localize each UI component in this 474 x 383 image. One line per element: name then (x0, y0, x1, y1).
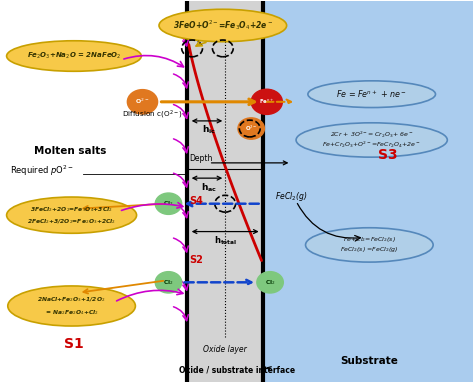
Circle shape (155, 272, 182, 293)
Text: Molten salts: Molten salts (34, 146, 106, 156)
Text: S3: S3 (378, 148, 398, 162)
Text: 3FeCl$_2$+2O$_2$=Fe$_3$O$_4$+3Cl$_2$: 3FeCl$_2$+2O$_2$=Fe$_3$O$_4$+3Cl$_2$ (30, 205, 113, 213)
Ellipse shape (159, 9, 287, 42)
Text: Cl$_2$: Cl$_2$ (163, 278, 174, 287)
Text: O$^{2-}$: O$^{2-}$ (136, 97, 150, 106)
Text: 3FeO+O$^{2-}$=Fe$_3$O$_4$+2e$^-$: 3FeO+O$^{2-}$=Fe$_3$O$_4$+2e$^-$ (173, 18, 273, 33)
Text: Cl$_2$: Cl$_2$ (163, 199, 174, 208)
Text: Fe$^{n+}$: Fe$^{n+}$ (259, 97, 274, 106)
Circle shape (155, 193, 182, 214)
Ellipse shape (8, 286, 136, 326)
Text: FeCl$_2$(s) =FeCl$_2$(g): FeCl$_2$(s) =FeCl$_2$(g) (340, 245, 399, 254)
Text: Substrate: Substrate (340, 356, 398, 366)
Circle shape (257, 272, 283, 293)
Text: $\mathbf{h_{ac}}$: $\mathbf{h_{ac}}$ (201, 181, 217, 194)
Text: Fe+Cl$_2$=FeCl$_2$(s): Fe+Cl$_2$=FeCl$_2$(s) (343, 236, 396, 244)
Text: Fe+Cr$_2$O$_3$+O$^{2-}$=FeCr$_2$O$_4$+2e$^-$: Fe+Cr$_2$O$_3$+O$^{2-}$=FeCr$_2$O$_4$+2e… (322, 140, 421, 150)
Text: S2: S2 (190, 255, 204, 265)
Text: Depth: Depth (190, 154, 213, 163)
Text: O$^{2-}$: O$^{2-}$ (245, 124, 257, 133)
Text: 2NaCl+Fe$_2$O$_3$+1/2O$_2$: 2NaCl+Fe$_2$O$_3$+1/2O$_2$ (37, 295, 106, 303)
Ellipse shape (306, 228, 433, 262)
Bar (0, 1, 187, 382)
Text: Fe$_2$O$_3$+Na$_2$O = 2NaFeO$_2$: Fe$_2$O$_3$+Na$_2$O = 2NaFeO$_2$ (27, 51, 121, 61)
Ellipse shape (7, 41, 141, 71)
Circle shape (238, 118, 264, 139)
Text: 2FeCl$_2$+3/2O$_2$=Fe$_2$O$_3$+2Cl$_2$: 2FeCl$_2$+3/2O$_2$=Fe$_2$O$_3$+2Cl$_2$ (27, 217, 116, 226)
Circle shape (251, 89, 283, 115)
Text: Diffusion c(O$^{2-}$): Diffusion c(O$^{2-}$) (122, 109, 182, 121)
Ellipse shape (308, 81, 436, 108)
Text: = Na$_2$Fe$_2$O$_4$+Cl$_2$: = Na$_2$Fe$_2$O$_4$+Cl$_2$ (45, 308, 99, 317)
Ellipse shape (7, 197, 137, 233)
Text: S4: S4 (190, 196, 204, 206)
Circle shape (128, 90, 157, 114)
Text: $\mathbf{h_{total}}$: $\mathbf{h_{total}}$ (214, 235, 237, 247)
Text: Cl$_2$: Cl$_2$ (265, 278, 275, 287)
Text: $\mathbf{h_{ic}}$: $\mathbf{h_{ic}}$ (201, 124, 216, 136)
Text: Fe = Fe$^{n+}$ + ne$^-$: Fe = Fe$^{n+}$ + ne$^-$ (337, 88, 407, 100)
Text: 2Cr + 3O$^{2-}$= Cr$_2$O$_3$+ 6e$^-$: 2Cr + 3O$^{2-}$= Cr$_2$O$_3$+ 6e$^-$ (330, 130, 413, 140)
Bar (263, 1, 474, 382)
Text: S1: S1 (64, 337, 84, 351)
Bar (187, 1, 263, 382)
Text: Required $p$O$^{2-}$: Required $p$O$^{2-}$ (10, 163, 74, 178)
Ellipse shape (296, 123, 447, 157)
Text: Oxide layer: Oxide layer (203, 345, 247, 354)
Text: Oxide / substrate interface: Oxide / substrate interface (179, 366, 295, 375)
Text: FeCl$_2$(g): FeCl$_2$(g) (275, 190, 307, 203)
